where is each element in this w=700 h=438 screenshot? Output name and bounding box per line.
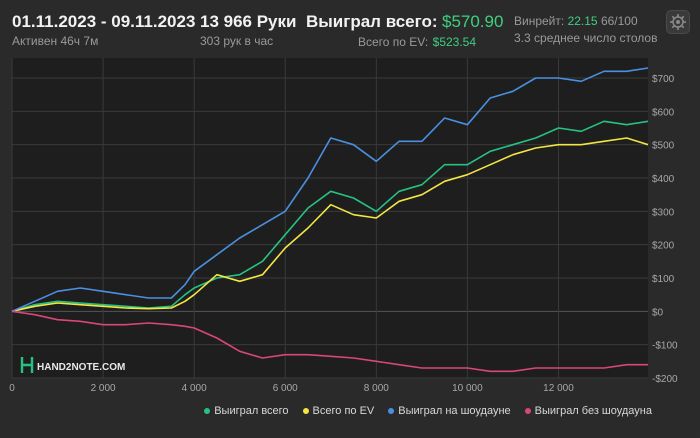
- series-line-won: [11, 120, 649, 313]
- legend-item-ev[interactable]: Всего по EV: [302, 405, 375, 417]
- ev-total: Всего по EV: $523.54: [358, 33, 476, 51]
- x-tick-label: 8 000: [364, 383, 389, 394]
- winrate-rest: 66/100: [600, 14, 638, 28]
- y-tick-label: $700: [652, 74, 675, 85]
- y-tick-label: -$200: [652, 374, 678, 385]
- date-range: 01.11.2023 - 09.11.2023: [12, 12, 196, 31]
- plot-area: [12, 58, 648, 378]
- winrate-value: 22.15: [567, 14, 598, 28]
- legend-dot-icon: [388, 408, 395, 414]
- series-line-ev: [11, 137, 649, 313]
- legend-item-nonshowdown[interactable]: Выиграл без шоудауна: [524, 405, 652, 417]
- logo-icon: [20, 357, 34, 373]
- x-tick-label: 10 000: [452, 383, 483, 394]
- legend-dot-icon: [302, 408, 309, 414]
- y-tick-label: $300: [652, 207, 675, 218]
- series-line-nonshowdown: [11, 310, 648, 373]
- x-tick-label: 2 000: [91, 383, 116, 394]
- x-tick-label: 4 000: [182, 383, 207, 394]
- hands-count: 13 966 Руки: [200, 12, 297, 31]
- y-tick-label: $0: [652, 307, 664, 318]
- x-tick-label: 12 000: [543, 383, 574, 394]
- legend-item-showdown[interactable]: Выиграл на шоудауне: [388, 405, 511, 417]
- legend-label: Выиграл на шоудауне: [398, 405, 511, 417]
- ev-total-value: $523.54: [432, 35, 477, 49]
- series-line-showdown: [11, 67, 649, 313]
- legend-item-won[interactable]: Выиграл всего: [204, 405, 289, 417]
- winrate-label: Винрейт:: [514, 14, 565, 28]
- won-total-value: $570.90: [441, 12, 504, 31]
- hands-per-hour: 303 рук в час: [200, 34, 274, 48]
- y-tick-label: $500: [652, 141, 675, 152]
- profit-chart: -$200 -$100 $0 $100 $200 $300 $400 $500 $600 $700…: [9, 58, 678, 394]
- x-tick-label: 6 000: [273, 383, 298, 394]
- y-tick-label: -$100: [652, 341, 678, 352]
- legend: Выиграл всего Всего по EV Выиграл на шоу…: [204, 405, 652, 417]
- won-total-label: Выиграл всего:: [306, 12, 438, 31]
- winrate: Винрейт: 22.15 66/100: [514, 14, 638, 28]
- y-tick-label: $400: [652, 174, 675, 185]
- won-total: Выиграл всего: $570.90: [306, 12, 503, 32]
- legend-label: Выиграл всего: [214, 405, 289, 417]
- x-axis: 0 2 000 4 000 6 000 8 000 10 000 12 000: [9, 383, 574, 394]
- ev-total-label: Всего по EV:: [358, 35, 429, 49]
- logo-text: HAND2NOTE.COM: [37, 362, 125, 373]
- y-tick-label: $100: [652, 274, 675, 285]
- legend-label: Всего по EV: [312, 405, 375, 417]
- avg-tables: 3.3 среднее число столов: [514, 31, 658, 45]
- gear-icon: [670, 14, 686, 30]
- legend-dot-icon: [204, 408, 211, 414]
- series-lines: [11, 67, 649, 373]
- y-tick-label: $600: [652, 107, 675, 118]
- active-time: Активен 46ч 7м: [12, 34, 99, 48]
- legend-label: Выиграл без шоудауна: [534, 405, 652, 417]
- y-axis: -$200 -$100 $0 $100 $200 $300 $400 $500 $600 $700: [652, 74, 678, 385]
- x-tick-label: 0: [9, 383, 15, 394]
- settings-button[interactable]: [666, 10, 690, 34]
- logo: HAND2NOTE.COM: [20, 357, 125, 373]
- legend-dot-icon: [524, 408, 531, 414]
- y-tick-label: $200: [652, 241, 675, 252]
